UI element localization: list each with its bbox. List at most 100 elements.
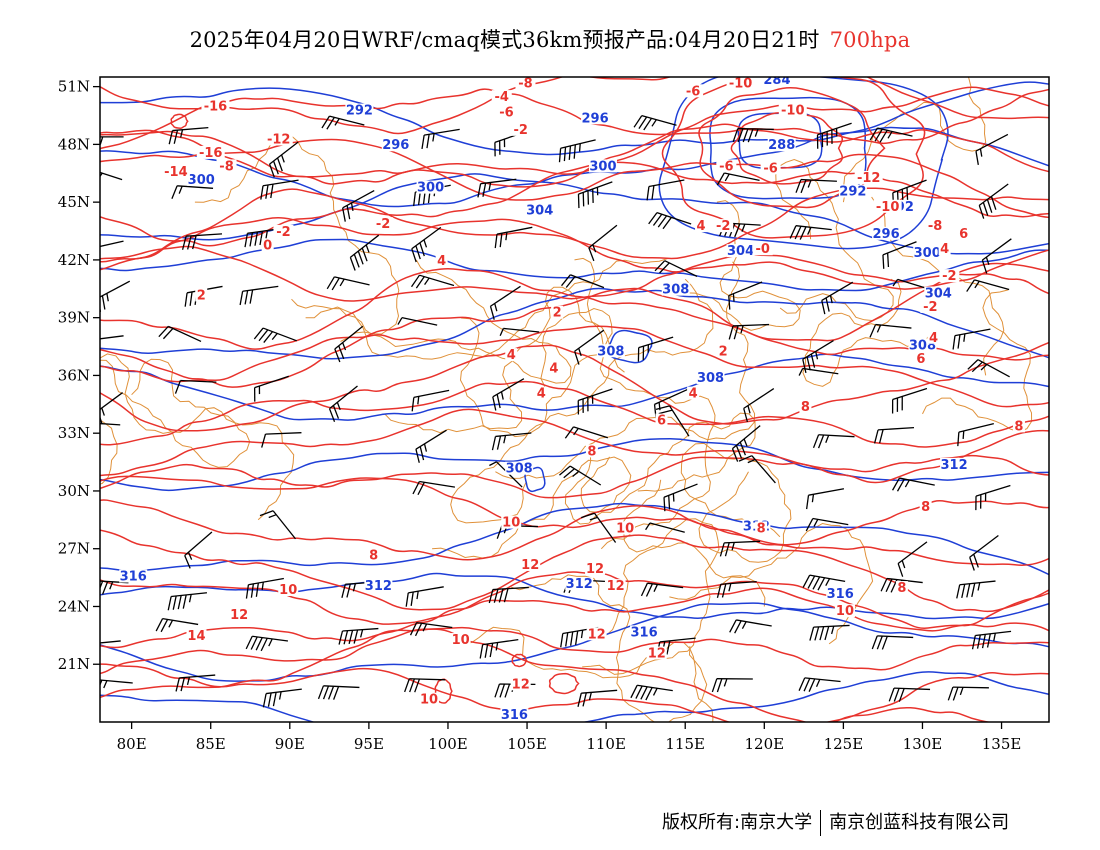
temperature-label-bg	[367, 548, 380, 562]
wind-barb-flag	[496, 394, 501, 409]
wind-barb-flag	[261, 582, 264, 591]
wind-barb-staff	[496, 226, 533, 235]
height-label: 296	[382, 138, 409, 153]
wind-barb-flag	[417, 481, 425, 496]
wind-barb-staff	[800, 178, 837, 182]
latitude-axis: 21N 24N 27N 30N 33N 36N 39N 42N 45N 48N 51N	[58, 78, 100, 673]
temperature-isotherm	[100, 587, 1049, 649]
temperature-isotherm-closed	[730, 111, 844, 185]
wind-barb-flag	[819, 626, 825, 641]
wind-barb-flag	[250, 636, 258, 650]
wind-barb-flag	[967, 359, 979, 370]
temperature-label-bg	[914, 351, 927, 365]
wind-barb-staff	[720, 580, 757, 585]
wind-barb-flag	[265, 230, 269, 239]
wind-barb-flag	[250, 583, 255, 598]
x-tick-label: 95E	[354, 735, 384, 753]
temperature-label: 12	[607, 579, 625, 594]
temperature-label: 10	[616, 521, 634, 536]
wind-barb-staff	[892, 179, 927, 194]
wind-barb-flag	[352, 583, 356, 592]
wind-barb-staff	[100, 392, 124, 411]
x-tick-label: 115E	[665, 735, 705, 753]
height-label-bg	[596, 344, 625, 358]
wind-barb-flag	[638, 116, 648, 129]
height-contour	[100, 287, 1049, 360]
wind-barb-flag	[489, 461, 497, 467]
wind-barb-flag	[173, 129, 179, 144]
y-tick-label: 24N	[58, 597, 90, 615]
wind-barb-flag	[259, 231, 264, 246]
wind-barb-staff	[262, 327, 297, 342]
wind-barb-flag	[898, 688, 905, 702]
wind-barb-staff	[897, 541, 928, 564]
x-tick-label: 100E	[428, 735, 468, 753]
wind-barb-flag	[947, 686, 954, 701]
wind-barb-flag	[260, 185, 264, 200]
wind-barb-staff	[254, 375, 289, 389]
wind-barb-flag	[896, 478, 905, 492]
wind-barb-flag	[414, 678, 421, 693]
wind-barb-flag	[100, 415, 103, 425]
wind-barb-flag	[651, 185, 655, 200]
temperature-label-bg	[778, 103, 807, 117]
wind-barb-flag	[184, 292, 188, 307]
wind-barb-flag	[655, 405, 670, 410]
wind-barb-staff	[649, 522, 685, 533]
wind-barb-flag	[87, 581, 92, 594]
temperature-label: -16	[199, 146, 223, 161]
y-tick-label: 51N	[58, 78, 90, 96]
temperature-label: 2	[719, 344, 728, 359]
temperature-isotherm	[100, 408, 1049, 484]
temperature-label-bg	[939, 269, 960, 283]
wind-barb-flag	[423, 239, 428, 248]
wind-barb-staff	[100, 280, 131, 298]
x-tick-label: 125E	[824, 735, 864, 753]
wind-barb-flag	[100, 172, 103, 178]
wind-barb-flag	[888, 687, 895, 702]
temperature-label-bg	[755, 521, 768, 535]
wind-barb-flag	[962, 430, 965, 439]
wind-barb-staff	[409, 678, 446, 681]
wind-barb-staff	[737, 127, 774, 131]
wind-barb-flag	[741, 223, 746, 232]
border-line	[432, 456, 632, 559]
wind-barb-flag	[568, 145, 572, 160]
wind-barb-staff	[808, 488, 845, 496]
height-label: 304	[526, 204, 553, 219]
wind-barb-staff	[975, 630, 1012, 637]
wind-barb-flag	[966, 279, 975, 292]
wind-barb-flag	[728, 325, 734, 340]
wind-barb-flag	[558, 148, 562, 163]
wind-barb-staff	[184, 531, 213, 557]
wind-barb-flag	[346, 205, 351, 220]
height-label: 316	[120, 570, 147, 585]
wind-barb-flag	[807, 575, 816, 589]
wind-barb-staff	[573, 426, 609, 439]
wind-barb-staff	[969, 535, 999, 558]
wind-barb-flag	[496, 435, 502, 450]
temperature-label-bg	[854, 170, 883, 184]
wind-barb-flag	[573, 144, 576, 159]
wind-barb-flag	[798, 368, 804, 376]
temperature-label: 2	[553, 306, 562, 321]
temperature-label-bg	[216, 159, 237, 173]
height-contour	[100, 438, 1049, 492]
wind-barb-staff	[262, 179, 299, 187]
wind-barb-staff	[179, 674, 216, 679]
wind-barb-staff	[809, 574, 846, 583]
wind-barb-flag	[411, 397, 415, 412]
wind-barb-flag	[635, 685, 643, 699]
height-label: 284	[763, 73, 790, 88]
wind-barb-flag	[488, 589, 494, 604]
wind-barb-flag	[249, 289, 254, 304]
temperature-label: 0	[263, 238, 272, 253]
height-contour	[100, 502, 1049, 576]
temperature-isotherm	[100, 663, 992, 722]
temperature-label: 8	[921, 500, 930, 515]
wind-barb-flag	[413, 192, 417, 207]
wind-barb-flag	[645, 687, 653, 701]
wind-barb-flag	[411, 248, 417, 263]
temperature-label: 12	[512, 677, 530, 692]
temperature-label: 6	[959, 227, 968, 242]
